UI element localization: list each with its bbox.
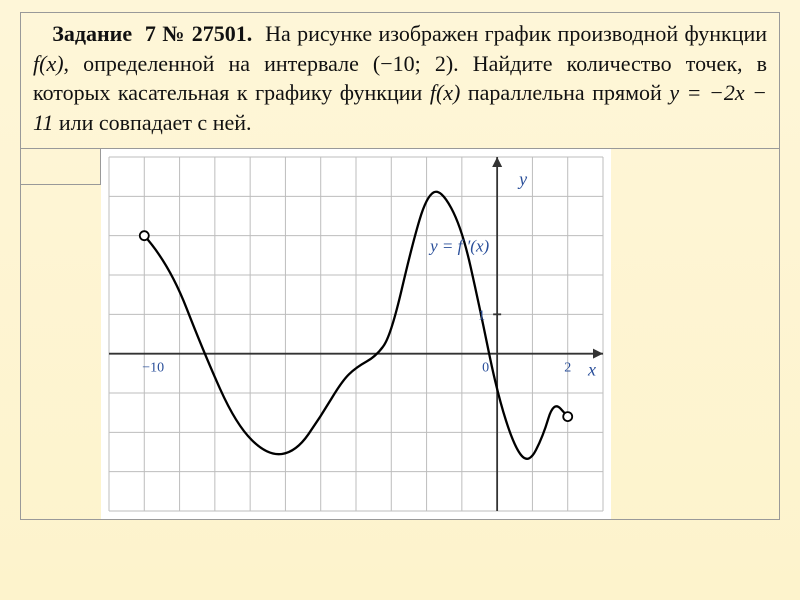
slide: Задание 7 № 27501. На рисунке изображен … [0, 0, 800, 600]
svg-text:y = f ′(x): y = f ′(x) [428, 236, 489, 255]
chart-row: y x 1 0 −10 2 y = f ′(x) [20, 149, 780, 520]
chart-wrap: y x 1 0 −10 2 y = f ′(x) [101, 149, 779, 519]
svg-text:2: 2 [564, 360, 571, 375]
side-cell [21, 149, 101, 185]
svg-text:1: 1 [478, 308, 485, 323]
problem-box: Задание 7 № 27501. На рисунке изображен … [20, 12, 780, 149]
fx-2: f(x) [430, 80, 461, 105]
svg-text:0: 0 [482, 360, 489, 375]
line-text: параллельна прямой [460, 80, 669, 105]
svg-text:−10: −10 [142, 360, 164, 375]
task-number: 7 № 27501. [145, 21, 252, 46]
tail: или совпадает с ней. [53, 110, 251, 135]
task-label: Задание [52, 21, 132, 46]
derivative-chart: y x 1 0 −10 2 y = f ′(x) [101, 149, 611, 519]
fx-1: f(x) [33, 51, 64, 76]
text-1: На рисунке изображен график производной … [265, 21, 767, 46]
svg-text:y: y [517, 169, 527, 189]
problem-text: Задание 7 № 27501. На рисунке изображен … [21, 13, 779, 149]
svg-text:x: x [587, 359, 596, 379]
